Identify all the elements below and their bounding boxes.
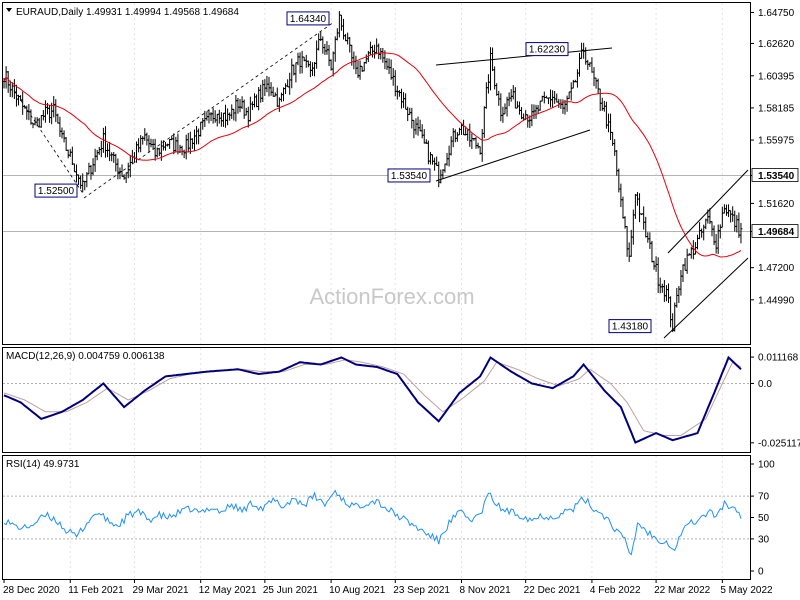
rsi-header-text: RSI(14) 49.9731 [6,459,80,470]
svg-text:1.49684: 1.49684 [758,227,795,238]
x-tick-label: 28 Dec 2020 [3,585,60,596]
rsi-y-axis: 100 70 50 30 0 [750,460,775,578]
price-label: 1.64340 [286,11,330,26]
price-label: 1.43180 [608,319,652,334]
x-tick-label: 23 Sep 2021 [393,585,450,596]
svg-text:1.64340: 1.64340 [290,14,327,25]
y-tick-label: 100 [758,460,775,471]
price-label: 1.52500 [34,183,78,198]
price-label: 1.53540 [387,168,431,183]
x-tick-label: 25 Jun 2021 [263,585,318,596]
y-tick-label: 1.44990 [758,295,795,306]
x-tick-label: 22 Dec 2021 [524,585,581,596]
y-tick-label: 1.58185 [758,103,795,114]
rsi-line [3,489,742,556]
moving-average-line [3,52,742,258]
x-tick-label: 29 Mar 2021 [132,585,189,596]
y-tick-label: 1.47200 [758,263,795,274]
y-tick-label: 1.64750 [758,8,795,19]
price-header: EURAUD,Daily 1.49931 1.49994 1.49568 1.4… [6,7,239,18]
lower-support-line [435,129,591,182]
axis-markers: 1.53540 1.49684 [751,168,799,238]
x-tick-label: 8 Nov 2021 [460,585,512,596]
y-tick-label: 0 [758,567,764,578]
y-tick-label: 1.55975 [758,136,795,147]
watermark: ActionForex.com [309,284,474,309]
svg-text:1.62230: 1.62230 [529,45,566,56]
y-tick-label: 50 [758,513,770,524]
price-label: 1.62230 [525,42,569,57]
macd-panel: 0.011168 0.0 -0.025117 MACD(12,26,9) 0.004… [2,347,800,453]
x-tick-label: 22 Mar 2022 [654,585,711,596]
macd-main-line [3,355,742,444]
x-tick-label: 4 Feb 2022 [590,585,641,596]
macd-signal-line [3,359,742,436]
price-frame [2,2,751,345]
svg-text:1.53540: 1.53540 [391,171,428,182]
price-bar [739,222,743,244]
rsi-panel: 100 70 50 30 0 RSI(14) 49.9731 [2,455,775,580]
price-horizontal-levels [3,174,750,233]
y-tick-label: 70 [758,492,770,503]
y-tick-label: 30 [758,534,770,545]
x-axis: 28 Dec 2020 11 Feb 2021 29 Mar 2021 12 May … [3,579,773,596]
price-panel: ActionForex.com 1.643401.525001.535401.6… [2,2,799,345]
channel-lower-line [663,257,749,339]
axis-marker: 1.53540 [751,168,799,182]
macd-y-axis: 0.011168 0.0 -0.025117 [750,353,800,449]
y-tick-label: 1.60395 [758,71,795,82]
y-tick-label: 1.62620 [758,39,795,50]
svg-text:1.53540: 1.53540 [758,171,795,182]
y-tick-label: 0.011168 [758,353,799,364]
svg-text:1.43180: 1.43180 [612,322,649,333]
macd-frame [2,347,751,453]
price-bars [2,10,743,333]
macd-header-text: MACD(12,26,9) 0.004759 0.006138 [6,351,165,362]
dropdown-arrow-icon[interactable] [6,8,12,12]
macd-vertical-grid [69,348,723,452]
svg-text:1.52500: 1.52500 [38,186,75,197]
rsi-guide-lines [3,495,750,540]
x-tick-label: 12 May 2021 [199,585,257,596]
upper-resistance-line [435,47,613,66]
x-tick-label: 11 Feb 2021 [68,585,124,596]
price-header-text: EURAUD,Daily 1.49931 1.49994 1.49568 1.4… [16,7,239,18]
x-tick-label: 5 May 2022 [720,585,773,596]
y-tick-label: -0.025117 [758,438,800,449]
axis-marker: 1.49684 [751,224,799,238]
x-tick-label: 10 Aug 2021 [329,585,386,596]
y-tick-label: 1.51620 [758,199,795,210]
price-labels: 1.64340 1.52500 1.53540 1.62230 1.43180 [34,11,652,334]
y-tick-label: 0.0 [758,379,772,390]
